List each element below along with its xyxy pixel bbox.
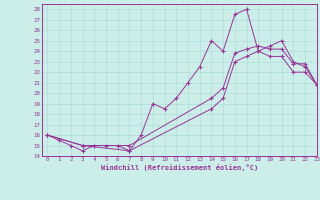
X-axis label: Windchill (Refroidissement éolien,°C): Windchill (Refroidissement éolien,°C) bbox=[100, 164, 258, 171]
